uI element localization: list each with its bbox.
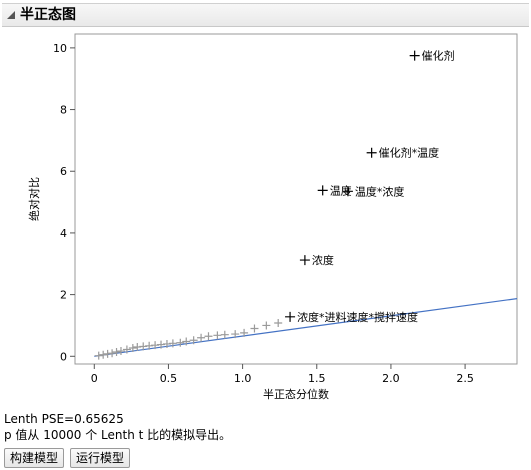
y-tick-label: 6 — [60, 165, 67, 178]
data-point — [133, 343, 142, 352]
data-point — [139, 342, 148, 351]
data-point — [231, 330, 240, 339]
reference-line — [94, 298, 517, 357]
y-axis-label: 绝对对比 — [27, 177, 41, 221]
data-point — [103, 349, 112, 358]
panel-title: 半正态图 — [20, 7, 76, 23]
data-point — [250, 324, 259, 333]
data-point — [299, 255, 310, 266]
data-point — [122, 345, 131, 354]
data-point — [213, 331, 222, 340]
data-point — [197, 333, 206, 342]
build-model-button[interactable]: 构建模型 — [4, 448, 65, 468]
lenth-pse-text: Lenth PSE=0.65625 — [4, 412, 124, 426]
data-point — [274, 318, 283, 327]
data-point — [108, 349, 117, 358]
data-point — [99, 350, 108, 359]
x-tick-label: 0 — [91, 372, 98, 385]
data-point-label: 温度 — [330, 183, 352, 197]
data-point — [240, 328, 249, 337]
data-point — [366, 147, 377, 158]
data-point — [342, 186, 353, 197]
y-tick-label: 4 — [60, 227, 67, 240]
data-point — [151, 341, 160, 350]
half-normal-plot: 0 0.5 1.0 1.5 2.0 2.5 0 2 4 6 8 10 半正态分位数 绝对对比 催化剂催化剂*… — [27, 33, 518, 401]
data-point — [94, 351, 103, 360]
x-axis-label: 半正态分位数 — [263, 387, 329, 401]
data-point — [116, 347, 125, 356]
x-tick-label: 2.0 — [382, 372, 400, 385]
data-point — [204, 332, 213, 341]
data-point — [176, 338, 185, 347]
x-tick-label: 0.5 — [160, 372, 178, 385]
simulation-note-text: p 值从 10000 个 Lenth t 比的模拟导出。 — [4, 428, 232, 442]
data-point — [189, 336, 198, 345]
data-point — [168, 339, 177, 348]
data-point — [112, 347, 121, 356]
data-point-label: 浓度*进料速度*搅拌速度 — [297, 310, 418, 324]
data-point — [220, 330, 229, 339]
data-point — [157, 340, 166, 349]
data-point — [145, 341, 154, 350]
data-point-label: 催化剂 — [422, 49, 455, 63]
data-point — [162, 339, 171, 348]
data-point — [317, 185, 328, 196]
x-tick-label: 1.0 — [234, 372, 252, 385]
y-tick-label: 0 — [60, 350, 67, 363]
run-model-button[interactable]: 运行模型 — [70, 448, 131, 468]
x-tick-label: 2.5 — [456, 372, 474, 385]
data-point — [182, 337, 191, 346]
data-point — [128, 343, 137, 352]
data-point — [285, 311, 296, 322]
x-tick-label: 1.5 — [308, 372, 326, 385]
y-tick-label: 8 — [60, 104, 67, 117]
data-point — [409, 50, 420, 61]
data-point-label: 浓度 — [312, 253, 334, 267]
disclosure-triangle-icon[interactable] — [6, 10, 16, 20]
data-point — [262, 321, 271, 330]
y-tick-label: 2 — [60, 289, 67, 302]
data-point-label: 温度*浓度 — [355, 184, 405, 198]
data-point-label: 催化剂*温度 — [379, 146, 440, 160]
panel-header: 半正态图 — [2, 3, 529, 27]
plot-frame — [74, 33, 518, 365]
y-tick-label: 10 — [53, 42, 67, 55]
